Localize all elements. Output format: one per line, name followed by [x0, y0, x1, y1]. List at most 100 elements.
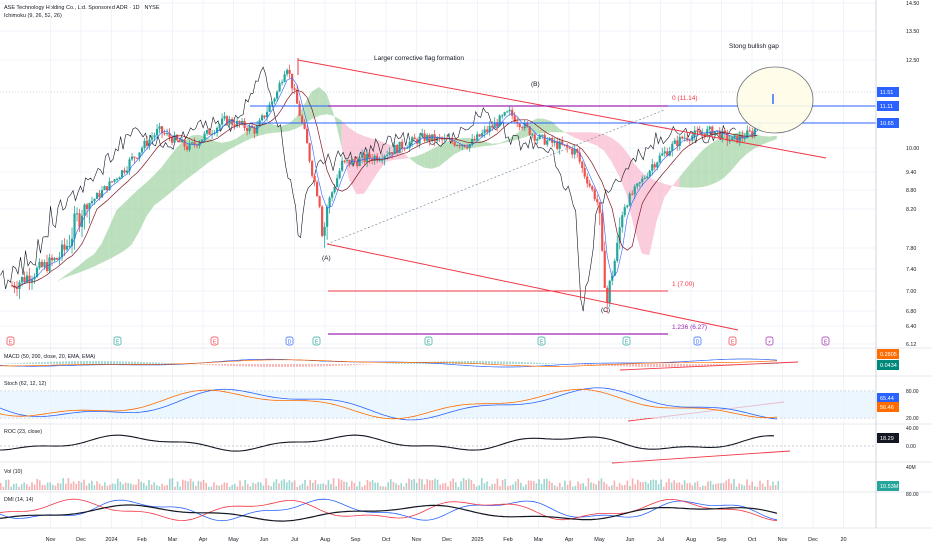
- candle-body: [553, 141, 556, 143]
- ichimoku-cloud: [506, 135, 515, 143]
- candle-body: [383, 155, 386, 160]
- vol-bar: [686, 483, 688, 490]
- vol-bar: [65, 483, 67, 490]
- candle-body: [276, 91, 279, 99]
- candle-body: [238, 120, 241, 124]
- vol-bar: [767, 479, 769, 490]
- vol-bar: [223, 482, 226, 490]
- candle-body: [618, 227, 621, 243]
- candle-body: [526, 122, 529, 127]
- ichimoku-cloud: [94, 243, 102, 267]
- x-axis-label: 20: [840, 537, 846, 543]
- y-axis-tick: 7.00: [906, 289, 916, 295]
- candle-body: [726, 132, 729, 141]
- vol-bar: [491, 484, 493, 490]
- candle-body: [368, 153, 371, 159]
- ichimoku-cloud: [581, 132, 590, 143]
- ichimoku-cloud: [56, 276, 65, 282]
- ichimoku-cloud: [724, 134, 732, 178]
- vol-bar: [124, 482, 127, 490]
- event-marker: [113, 336, 122, 346]
- stoch-value-2: 56.46: [880, 405, 894, 411]
- candle-body: [616, 242, 619, 261]
- vol-bar: [148, 479, 150, 490]
- candle-body: [343, 160, 346, 162]
- vol-bar: [527, 480, 530, 490]
- vol-bar: [260, 482, 262, 490]
- vol-bar: [239, 480, 241, 490]
- vol-bar: [598, 480, 600, 490]
- vol-bar: [335, 486, 337, 490]
- vol-bar: [543, 478, 545, 490]
- vol-bar: [241, 486, 244, 490]
- vol-bar: [72, 481, 75, 490]
- candle-body: [563, 144, 566, 146]
- ichimoku-cloud: [79, 259, 87, 273]
- ichimoku-cloud: [491, 143, 500, 146]
- candle-body: [483, 129, 486, 133]
- candle-body: [433, 134, 436, 141]
- candle-body: [478, 134, 481, 137]
- vol-bar: [642, 482, 644, 490]
- candle-body: [143, 140, 146, 148]
- candle-body: [138, 152, 141, 158]
- candle-body: [503, 112, 506, 116]
- vol-bar: [496, 478, 499, 490]
- vol-bar: [345, 482, 348, 490]
- vol-bar: [192, 481, 194, 490]
- ichimoku-cloud: [641, 172, 650, 256]
- vol-bar: [288, 480, 291, 490]
- candle-body: [683, 137, 686, 139]
- dmi-plus: [0, 498, 778, 522]
- vol-bar: [418, 478, 421, 490]
- ichimoku-cloud: [176, 140, 185, 188]
- candle-body: [20, 277, 24, 283]
- vol-bar: [189, 478, 192, 490]
- candle-body: [741, 135, 744, 139]
- vol-bar: [325, 484, 327, 490]
- vol-bar: [10, 486, 12, 490]
- vol-bar: [579, 483, 582, 490]
- candle-body: [438, 136, 441, 138]
- x-axis-label: Dec: [442, 537, 452, 543]
- candle-body: [443, 138, 446, 140]
- candle-body: [296, 89, 299, 104]
- candle-body: [110, 181, 114, 183]
- candle-body: [456, 145, 459, 147]
- vol-bar: [769, 485, 772, 490]
- vol-bar: [678, 482, 681, 490]
- vol-bar: [78, 480, 80, 490]
- stoch-tick-80: 80.00: [906, 389, 919, 395]
- vol-bar: [197, 480, 200, 490]
- macd-value-2-bg: [877, 360, 899, 370]
- candle-body: [313, 175, 316, 182]
- candle-body: [506, 111, 509, 113]
- vol-bar: [655, 480, 657, 490]
- vol-bar: [618, 482, 621, 490]
- vol-bar: [366, 479, 369, 490]
- ichimoku-cloud: [131, 188, 140, 245]
- vol-bar: [397, 485, 400, 490]
- vol-bar: [603, 481, 605, 490]
- ichimoku-cloud: [154, 167, 162, 206]
- y-axis-tick: 7.80: [906, 246, 916, 252]
- candle-body: [98, 193, 101, 198]
- candle-body: [281, 81, 284, 84]
- candle-body: [393, 144, 396, 154]
- vol-bar: [13, 484, 15, 490]
- vol-bar: [670, 482, 673, 490]
- candle-body: [491, 125, 494, 128]
- vol-bar: [743, 485, 746, 490]
- ichimoku-cloud: [484, 141, 492, 147]
- ichimoku-cloud: [289, 116, 297, 132]
- candle-body: [240, 121, 244, 124]
- vol-bar: [158, 486, 161, 490]
- candle-body: [266, 111, 269, 118]
- candle-body: [170, 137, 174, 143]
- event-marker-letter: E: [213, 340, 217, 346]
- candle-body: [541, 134, 544, 136]
- vol-bar: [751, 481, 753, 490]
- vol-bar: [574, 485, 577, 490]
- vol-bar: [62, 478, 64, 490]
